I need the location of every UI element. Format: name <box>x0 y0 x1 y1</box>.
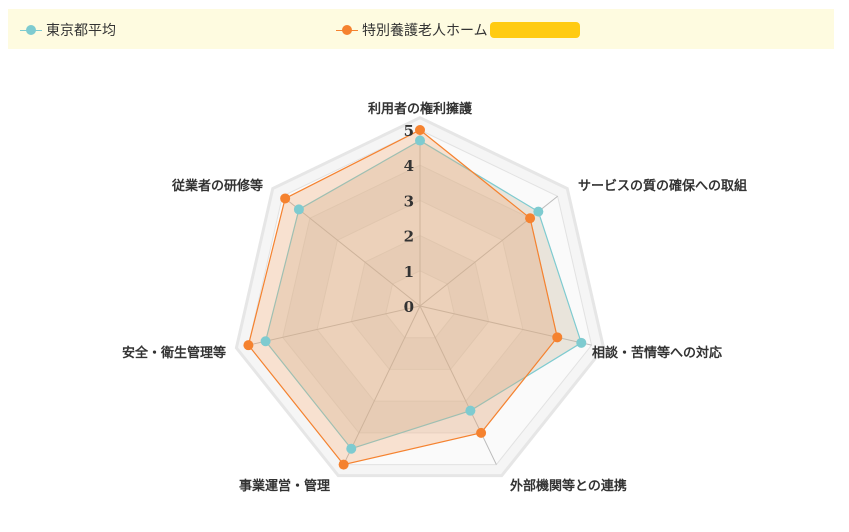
axis-label: サービスの質の確保への取組 <box>578 178 747 194</box>
data-point-0-3 <box>465 405 476 416</box>
tick-label: 1 <box>404 263 414 281</box>
radar-axis-line <box>248 305 421 346</box>
data-point-0-5 <box>260 336 271 347</box>
radar-axis-line <box>343 305 421 465</box>
data-point-1-6 <box>280 193 291 204</box>
data-point-1-3 <box>476 427 487 438</box>
data-point-1-0 <box>415 125 425 135</box>
axis-label: 利用者の権利擁護 <box>368 101 473 117</box>
legend-label: 特別養護老人ホーム <box>362 23 488 39</box>
axis-label: 安全・衛生管理等 <box>122 345 226 361</box>
legend-marker-teal-icon <box>20 23 42 37</box>
tick-label: 0 <box>404 298 414 316</box>
data-point-0-2 <box>576 337 587 348</box>
data-point-1-4 <box>338 459 349 470</box>
data-point-0-0 <box>415 135 425 146</box>
tick-label: 2 <box>404 228 414 246</box>
series-area-1 <box>247 129 558 466</box>
legend-marker-orange-icon <box>336 23 358 37</box>
radar-axis-line <box>419 305 592 346</box>
tick-label: 4 <box>404 157 414 175</box>
axis-label: 事業運営・管理 <box>239 478 330 494</box>
data-point-1-1 <box>525 213 536 224</box>
data-point-1-2 <box>552 332 563 343</box>
data-point-0-1 <box>533 206 544 217</box>
tick-label: 3 <box>404 192 414 210</box>
legend: 東京都平均 特別養護老人ホーム <box>8 9 834 49</box>
radar-axis-line <box>282 195 421 307</box>
legend-item-facility[interactable]: 特別養護老人ホーム <box>336 20 580 40</box>
data-point-1-5 <box>243 340 254 351</box>
tick-label: 5 <box>404 122 414 140</box>
redaction-mark <box>489 22 580 38</box>
legend-item-tokyo-average[interactable]: 東京都平均 <box>20 20 116 40</box>
axis-label: 従業者の研修等 <box>171 178 263 194</box>
radar-axis-line <box>419 305 497 465</box>
axis-label: 外部機関等との連携 <box>509 478 627 494</box>
data-point-0-4 <box>346 443 357 454</box>
series-area-0 <box>264 139 583 450</box>
data-point-0-6 <box>293 204 304 215</box>
legend-label: 東京都平均 <box>46 23 116 39</box>
axis-label: 相談・苦情等への対応 <box>592 345 722 361</box>
